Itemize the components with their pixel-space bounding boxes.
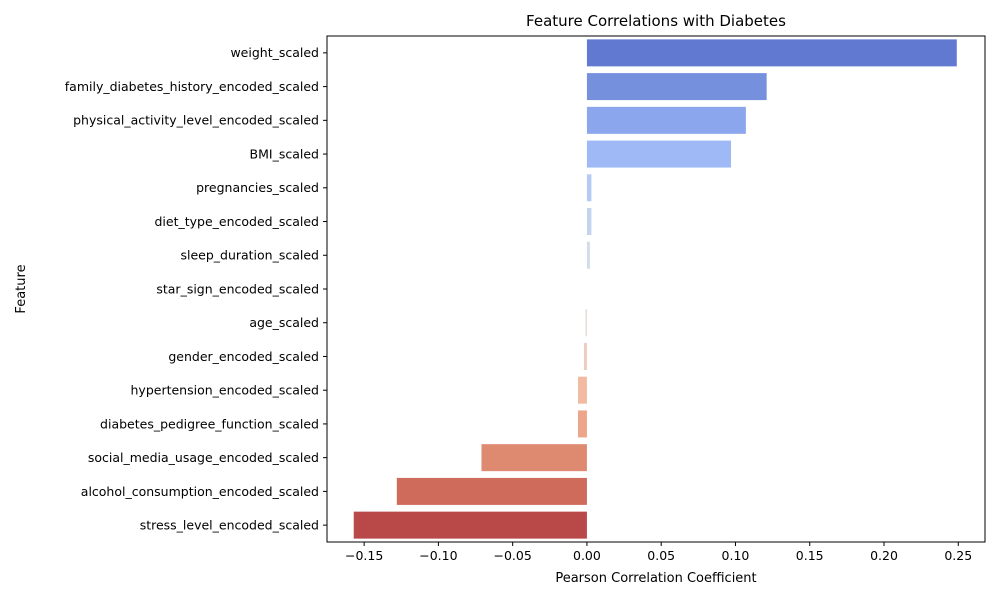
y-tick-label: age_scaled bbox=[249, 315, 319, 330]
bar-social_media_usage_encoded_scaled bbox=[481, 444, 587, 472]
y-tick-label: stress_level_encoded_scaled bbox=[140, 518, 319, 533]
bar-physical_activity_level_encoded_scaled bbox=[586, 106, 746, 134]
bar-sleep_duration_scaled bbox=[586, 241, 590, 269]
y-tick-label: alcohol_consumption_encoded_scaled bbox=[81, 484, 319, 499]
y-tick-label: social_media_usage_encoded_scaled bbox=[88, 450, 319, 465]
x-tick-label: −0.05 bbox=[494, 548, 532, 563]
x-axis-label: Pearson Correlation Coefficient bbox=[555, 571, 756, 586]
bar-diet_type_encoded_scaled bbox=[586, 208, 592, 236]
chart-title: Feature Correlations with Diabetes bbox=[526, 12, 786, 30]
bar-diabetes_pedigree_function_scaled bbox=[578, 410, 587, 438]
bar-age_scaled bbox=[585, 309, 587, 337]
y-tick-label: gender_encoded_scaled bbox=[168, 349, 319, 364]
x-tick-label: 0.25 bbox=[944, 548, 972, 563]
y-tick-label: BMI_scaled bbox=[250, 146, 319, 161]
y-tick-label: hypertension_encoded_scaled bbox=[131, 383, 320, 398]
x-tick-label: 0.20 bbox=[870, 548, 898, 563]
y-tick-label: diet_type_encoded_scaled bbox=[154, 214, 319, 229]
y-tick-label: weight_scaled bbox=[230, 45, 319, 60]
x-tick-label: −0.15 bbox=[345, 548, 383, 563]
x-tick-label: 0.00 bbox=[573, 548, 601, 563]
plot-frame bbox=[326, 35, 986, 543]
bars-group bbox=[353, 39, 957, 539]
bar-family_diabetes_history_encoded_scaled bbox=[586, 73, 767, 101]
x-tick-label: 0.15 bbox=[796, 548, 824, 563]
bar-pregnancies_scaled bbox=[586, 174, 592, 202]
y-ticks-group: weight_scaled family_diabetes_history_enc… bbox=[65, 45, 327, 533]
x-tick-label: −0.10 bbox=[419, 548, 457, 563]
y-tick-label: star_sign_encoded_scaled bbox=[156, 281, 319, 296]
x-tick-label: 0.10 bbox=[722, 548, 750, 563]
y-tick-label: pregnancies_scaled bbox=[196, 180, 319, 195]
y-tick-label: sleep_duration_scaled bbox=[180, 248, 319, 263]
y-tick-label: family_diabetes_history_encoded_scaled bbox=[65, 79, 319, 94]
x-tick-label: 0.05 bbox=[647, 548, 675, 563]
y-axis-label: Feature bbox=[14, 264, 29, 313]
bar-BMI_scaled bbox=[586, 140, 732, 168]
bar-hypertension_encoded_scaled bbox=[578, 376, 587, 404]
bar-gender_encoded_scaled bbox=[583, 342, 587, 370]
y-tick-label: physical_activity_level_encoded_scaled bbox=[73, 113, 319, 128]
bar-weight_scaled bbox=[586, 39, 957, 67]
bar-alcohol_consumption_encoded_scaled bbox=[396, 477, 587, 505]
y-tick-label: diabetes_pedigree_function_scaled bbox=[100, 416, 319, 431]
bar-stress_level_encoded_scaled bbox=[353, 511, 587, 539]
x-ticks-group: −0.15 −0.10 −0.05 0.00 0.05 0.10 0.15 0.20 0.25 bbox=[345, 542, 972, 563]
